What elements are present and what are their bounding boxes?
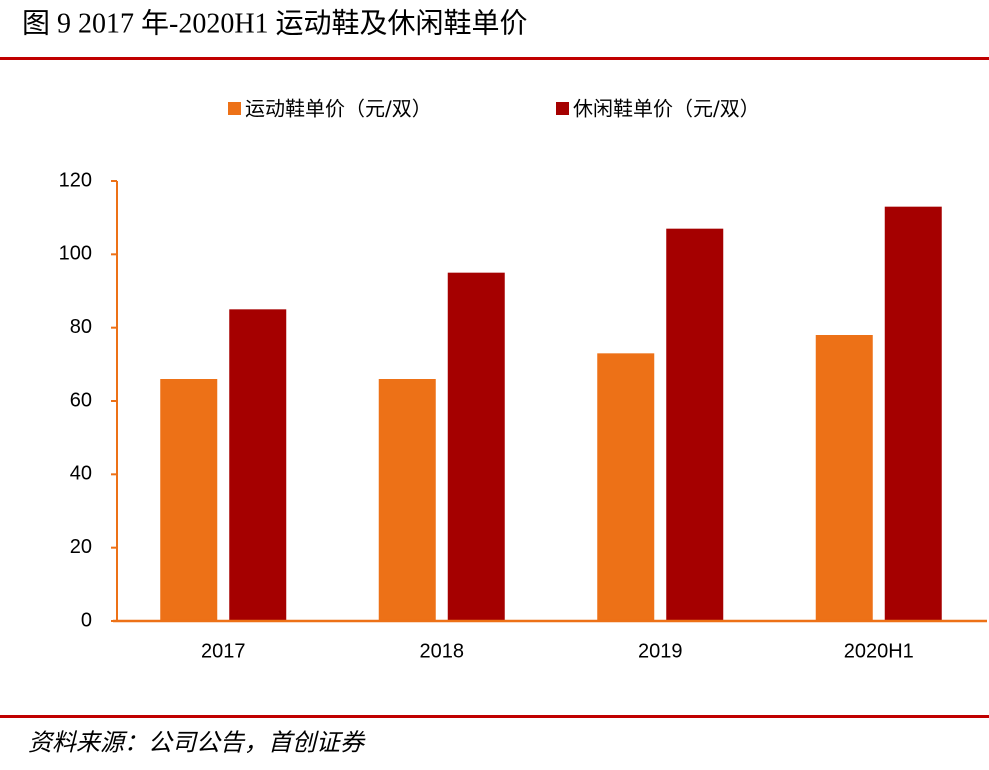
y-tick-label: 100 <box>59 243 92 265</box>
y-tick-label: 120 <box>59 169 92 191</box>
bar <box>815 335 873 621</box>
x-tick-label: 2020H1 <box>844 640 914 662</box>
y-tick-label: 20 <box>70 536 92 558</box>
y-tick-label: 0 <box>81 609 92 631</box>
rule <box>0 715 989 718</box>
bar <box>378 379 436 621</box>
y-tick-label: 40 <box>70 463 92 485</box>
chart-title: 图 9 2017 年-2020H1 运动鞋及休闲鞋单价 <box>22 7 528 39</box>
bar <box>229 309 287 621</box>
bar <box>666 228 724 621</box>
x-tick-label: 2017 <box>201 640 246 662</box>
legend-swatch <box>556 102 569 115</box>
bar <box>160 379 218 621</box>
bar <box>884 206 942 621</box>
bar <box>447 272 505 621</box>
bar <box>597 353 655 621</box>
rule <box>0 57 989 60</box>
legend-swatch <box>228 102 241 115</box>
x-tick-label: 2019 <box>638 640 683 662</box>
x-tick-label: 2018 <box>420 640 465 662</box>
legend-label: 运动鞋单价（元/双） <box>245 97 432 121</box>
legend-label: 休闲鞋单价（元/双） <box>573 97 760 121</box>
source-note: 资料来源：公司公告，首创证券 <box>28 729 366 757</box>
y-tick-label: 80 <box>70 316 92 338</box>
y-tick-label: 60 <box>70 389 92 411</box>
